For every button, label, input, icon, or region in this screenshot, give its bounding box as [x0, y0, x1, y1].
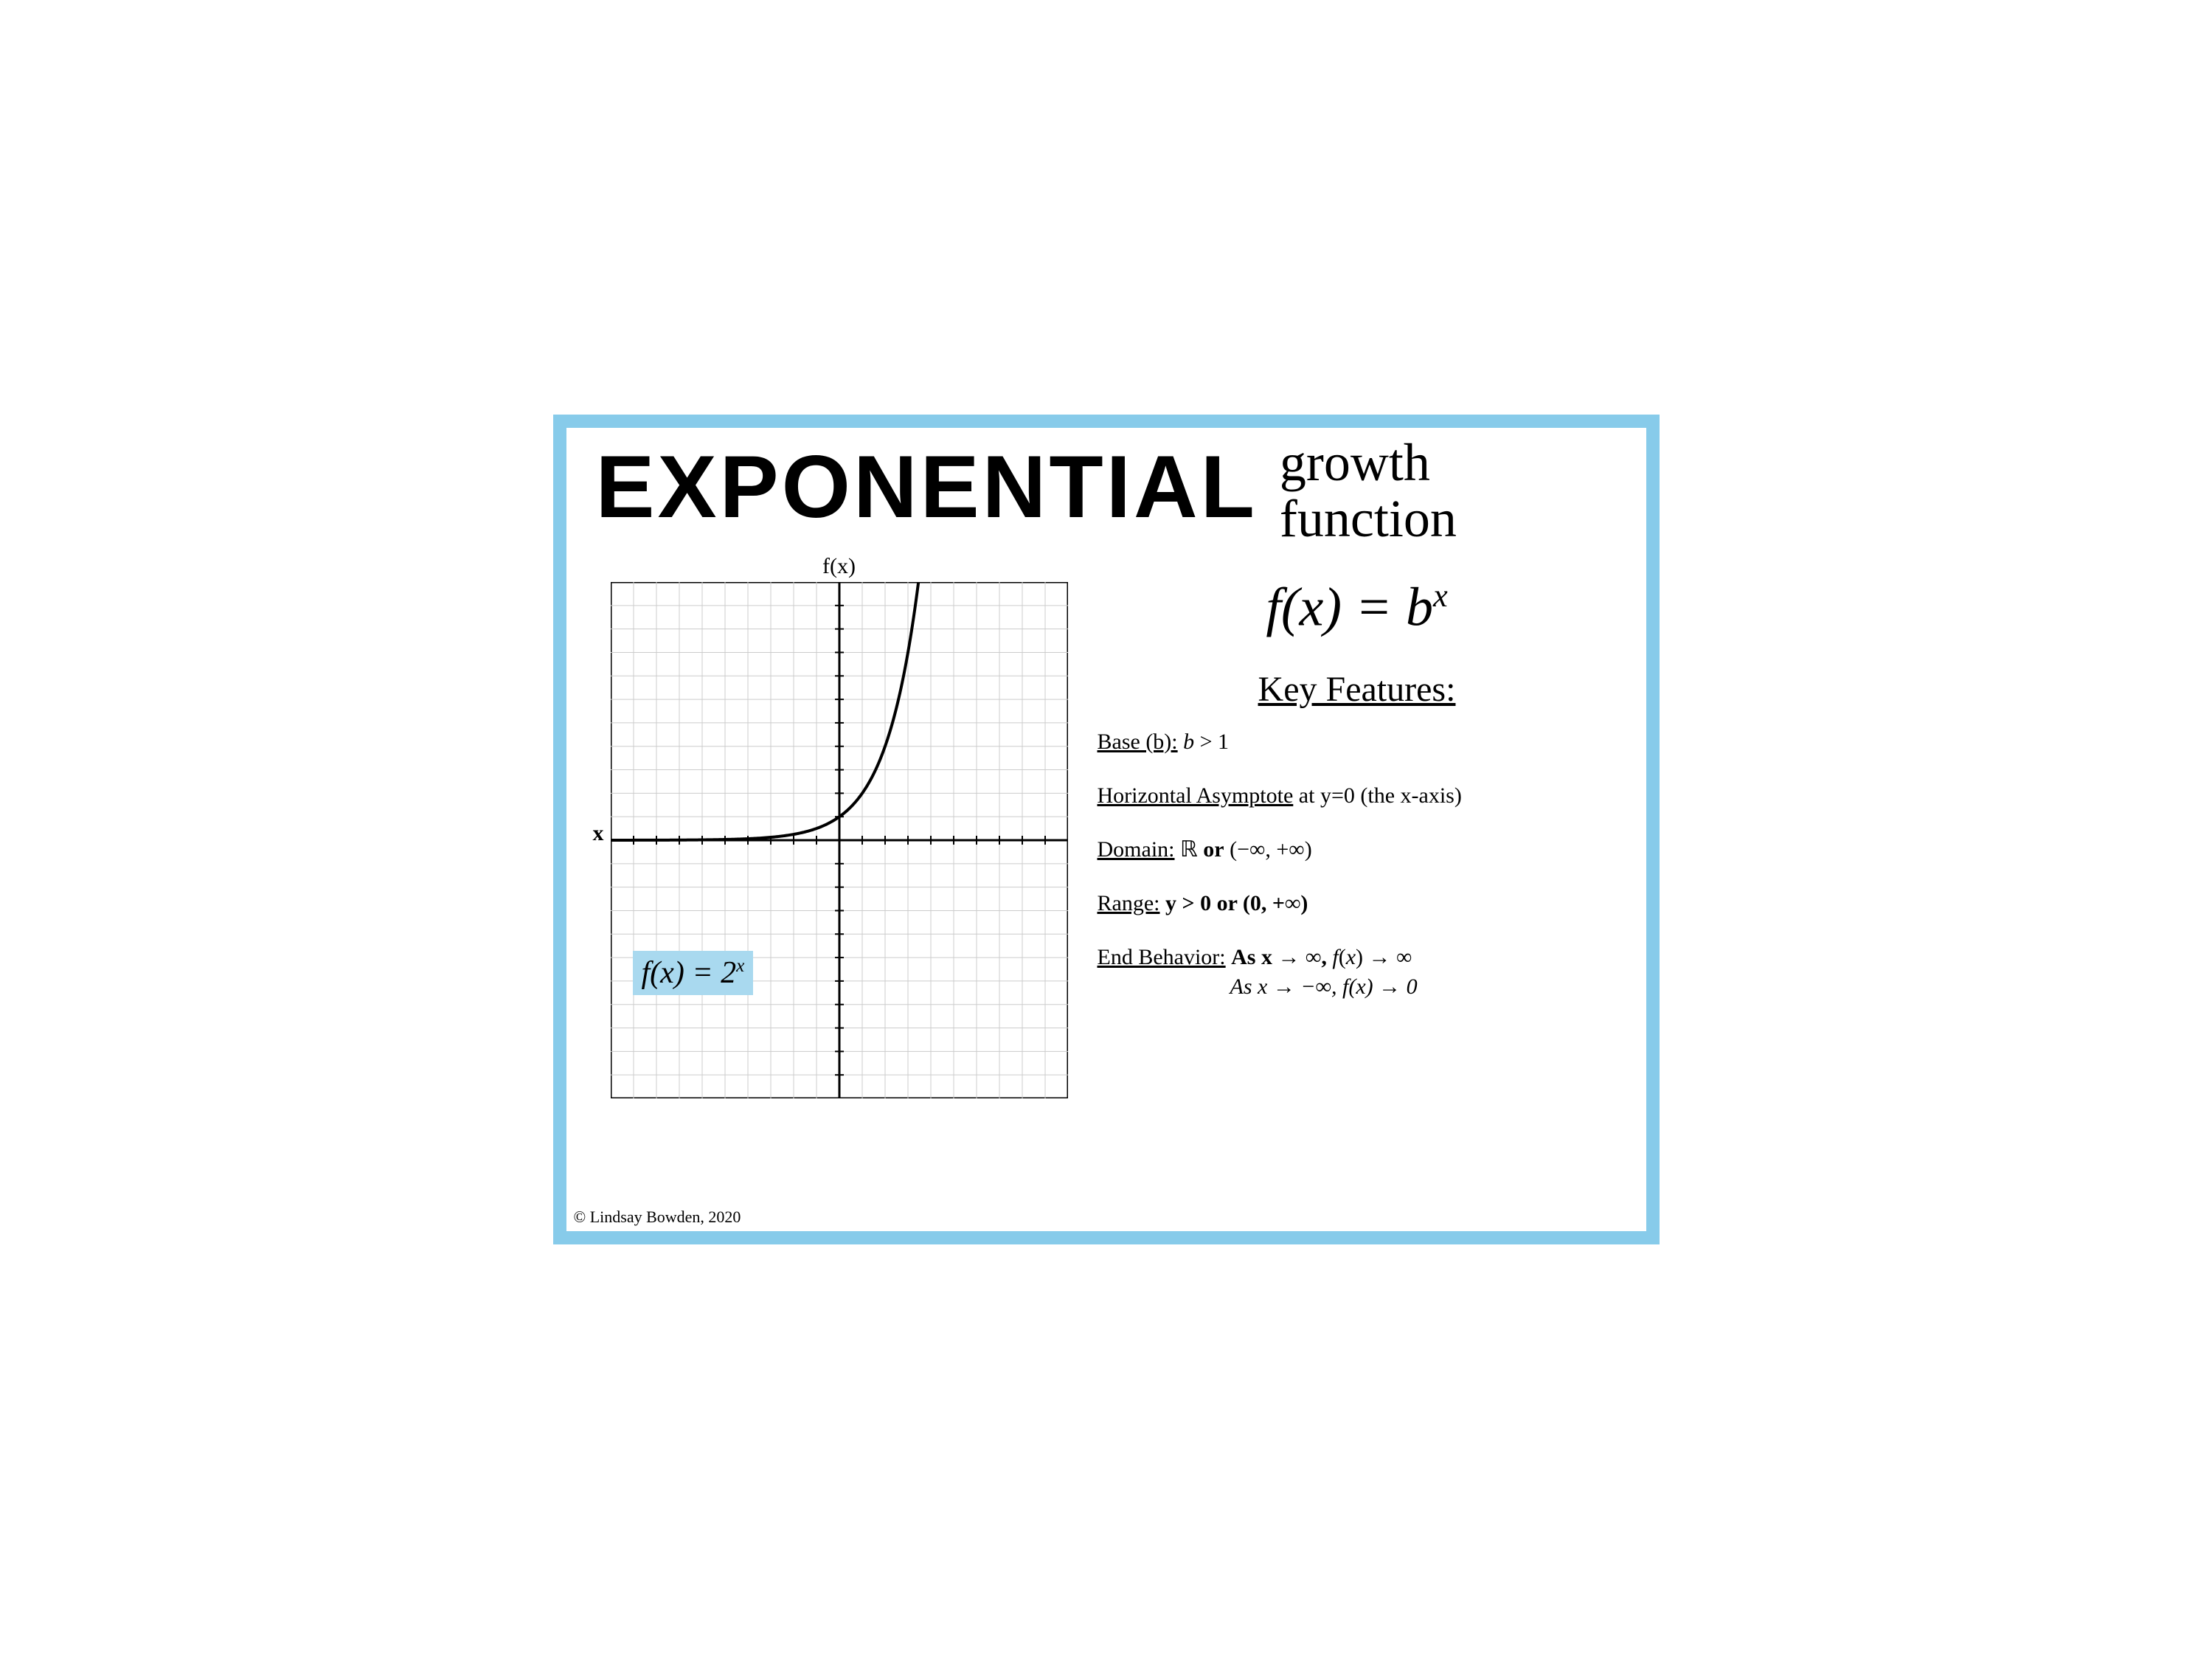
end-label: End Behavior: — [1098, 945, 1226, 969]
copyright: © Lindsay Bowden, 2020 — [574, 1208, 741, 1227]
axis-label-fx: f(x) — [611, 554, 1068, 579]
content-row: f(x) x f(x) = 2x f(x) = bx Key Features:… — [596, 554, 1617, 1098]
feature-domain: Domain: ℝ or (−∞, +∞) — [1098, 835, 1617, 864]
title-row: EXPONENTIAL growth function — [596, 443, 1617, 547]
subtitle-line2: function — [1280, 489, 1457, 548]
domain-value: ℝ or (−∞, +∞) — [1180, 837, 1312, 862]
subtitle: growth function — [1280, 435, 1457, 547]
feature-base: Base (b): b > 1 — [1098, 727, 1617, 756]
range-value: y > 0 or (0, +∞) — [1165, 891, 1308, 915]
asymptote-label: Horizontal Asymptote — [1098, 783, 1294, 808]
key-features-heading: Key Features: — [1098, 669, 1617, 710]
graph-area: f(x) x f(x) = 2x — [596, 554, 1068, 1098]
domain-label: Domain: — [1098, 837, 1175, 862]
range-label: Range: — [1098, 891, 1160, 915]
info-area: f(x) = bx Key Features: Base (b): b > 1 … — [1098, 554, 1617, 1098]
base-label: Base (b): — [1098, 730, 1178, 754]
general-formula: f(x) = bx — [1098, 576, 1617, 640]
graph-equation: f(x) = 2x — [633, 951, 754, 995]
base-value: b > 1 — [1183, 730, 1229, 754]
axis-label-x: x — [593, 821, 604, 846]
feature-end-behavior: End Behavior: As x → ∞, f(x) → ∞ — [1098, 943, 1617, 971]
feature-range: Range: y > 0 or (0, +∞) — [1098, 889, 1617, 918]
subtitle-line1: growth — [1280, 433, 1430, 492]
poster: EXPONENTIAL growth function f(x) x f(x) … — [553, 415, 1660, 1244]
asymptote-value: at y=0 (the x-axis) — [1299, 783, 1462, 808]
main-title: EXPONENTIAL — [596, 443, 1258, 531]
feature-asymptote: Horizontal Asymptote at y=0 (the x-axis) — [1098, 781, 1617, 810]
exponential-graph — [611, 582, 1068, 1098]
end-value-1: As x → ∞, f(x) → ∞ — [1231, 945, 1412, 969]
end-value-2: As x → −∞, f(x) → 0 — [1230, 974, 1617, 1000]
graph-box: f(x) = 2x — [611, 582, 1068, 1098]
